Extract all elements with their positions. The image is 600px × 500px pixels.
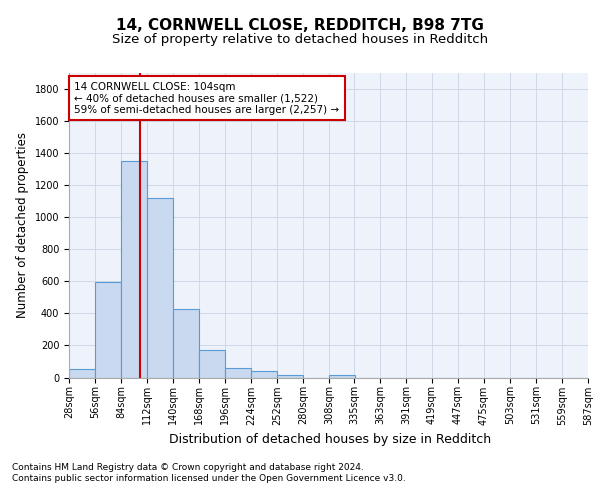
Text: 14, CORNWELL CLOSE, REDDITCH, B98 7TG: 14, CORNWELL CLOSE, REDDITCH, B98 7TG xyxy=(116,18,484,32)
Bar xyxy=(329,375,355,378)
Bar xyxy=(121,161,146,378)
Text: Contains public sector information licensed under the Open Government Licence v3: Contains public sector information licen… xyxy=(12,474,406,483)
Bar xyxy=(70,370,95,378)
Bar xyxy=(277,375,302,378)
Text: Size of property relative to detached houses in Redditch: Size of property relative to detached ho… xyxy=(112,32,488,46)
Text: Distribution of detached houses by size in Redditch: Distribution of detached houses by size … xyxy=(169,432,491,446)
Text: 14 CORNWELL CLOSE: 104sqm
← 40% of detached houses are smaller (1,522)
59% of se: 14 CORNWELL CLOSE: 104sqm ← 40% of detac… xyxy=(74,82,340,115)
Text: Contains HM Land Registry data © Crown copyright and database right 2024.: Contains HM Land Registry data © Crown c… xyxy=(12,462,364,471)
Bar xyxy=(95,282,121,378)
Bar xyxy=(226,368,251,378)
Bar xyxy=(199,350,224,378)
Bar xyxy=(148,198,173,378)
Y-axis label: Number of detached properties: Number of detached properties xyxy=(16,132,29,318)
Bar xyxy=(173,310,199,378)
Bar xyxy=(251,372,277,378)
